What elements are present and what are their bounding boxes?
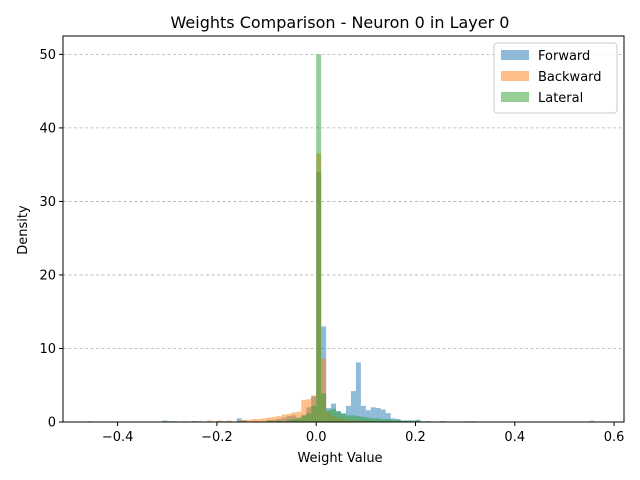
grid-lines [63, 53, 624, 349]
x-tick-label-2: 0.0 [306, 430, 327, 445]
bar-lateral-16 [331, 408, 337, 422]
x-tick-label-4: 0.4 [504, 430, 525, 445]
y-tick-label-5: 50 [39, 48, 56, 63]
bar-lateral-20 [350, 415, 356, 422]
bar-backward-3 [206, 420, 212, 422]
bar-backward-10 [256, 419, 262, 422]
bar-forward-25 [355, 362, 361, 422]
plot-area-frame [62, 35, 625, 423]
bar-backward-16 [286, 413, 292, 422]
bar-forward-28 [370, 407, 376, 422]
legend-swatch-lateral [501, 92, 529, 102]
y-tick-label-2: 20 [39, 268, 56, 283]
bar-lateral-32 [410, 420, 416, 422]
x-tick-label-1: −0.2 [201, 430, 233, 445]
bar-forward-29 [375, 408, 381, 422]
bar-backward-23 [321, 358, 327, 422]
bar-forward-27 [365, 410, 371, 422]
y-tick-label-3: 30 [39, 195, 56, 210]
series-lateral [87, 54, 471, 422]
bar-lateral-19 [345, 415, 351, 422]
bar-lateral-15 [326, 410, 332, 422]
bar-forward-26 [360, 405, 366, 422]
chart-title: Weights Comparison - Neuron 0 in Layer 0 [171, 13, 510, 32]
bar-lateral-5 [266, 420, 272, 422]
bar-backward-19 [301, 399, 307, 422]
bar-backward-8 [246, 419, 252, 422]
bar-forward-4 [236, 418, 242, 422]
bar-lateral-33 [415, 420, 421, 422]
axis-ticks: −0.4 −0.2 0.0 0.2 0.4 0.6 0 10 20 30 40 50 [39, 48, 624, 445]
legend-label-forward: Forward [538, 49, 590, 64]
bar-backward-20 [306, 399, 312, 422]
bar-lateral-6 [276, 420, 282, 422]
bar-forward-31 [385, 413, 391, 422]
bar-lateral-7 [286, 419, 292, 422]
bar-lateral-31 [405, 420, 411, 422]
bar-backward-7 [241, 419, 247, 422]
x-tick-label-3: 0.2 [405, 430, 426, 445]
bar-backward-36 [589, 420, 595, 422]
bar-lateral-18 [341, 413, 346, 422]
bar-lateral-10 [301, 416, 307, 422]
bar-lateral-24 [370, 418, 376, 422]
y-tick-label-4: 40 [39, 121, 56, 136]
x-tick-label-5: 0.6 [604, 430, 625, 445]
bar-lateral-17 [336, 411, 342, 422]
bar-lateral-11 [306, 413, 312, 422]
bar-backward-18 [296, 411, 302, 422]
bar-forward-23 [345, 405, 351, 422]
legend-label-backward: Backward [538, 70, 602, 85]
bar-lateral-13 [316, 54, 322, 422]
bar-forward-24 [350, 391, 356, 422]
bar-backward-9 [251, 419, 257, 422]
x-tick-label-0: −0.4 [102, 430, 134, 445]
bar-lateral-21 [355, 416, 361, 422]
bar-lateral-27 [385, 419, 391, 422]
bar-lateral-29 [395, 419, 401, 422]
bar-backward-17 [291, 412, 297, 422]
bar-forward-0 [162, 420, 168, 422]
bar-backward-13 [271, 416, 277, 422]
bar-lateral-9 [296, 418, 302, 422]
bar-lateral-23 [365, 417, 371, 422]
bar-lateral-22 [360, 416, 366, 422]
bar-backward-12 [266, 417, 272, 422]
bar-backward-11 [261, 418, 267, 422]
x-axis-label: Weight Value [297, 451, 382, 466]
bar-backward-15 [281, 414, 287, 422]
bar-backward-5 [226, 420, 232, 422]
bar-lateral-26 [380, 419, 386, 422]
legend-label-lateral: Lateral [538, 91, 583, 106]
bar-lateral-25 [375, 418, 381, 422]
y-axis-label: Density [16, 205, 31, 255]
bar-lateral-12 [311, 405, 317, 422]
y-tick-label-1: 10 [39, 342, 56, 357]
bar-lateral-28 [390, 419, 396, 422]
legend: Forward Backward Lateral [493, 42, 618, 114]
legend-swatch-forward [501, 50, 529, 60]
bar-forward-30 [380, 409, 386, 422]
bar-backward-14 [276, 416, 282, 422]
bar-lateral-30 [400, 420, 406, 422]
legend-swatch-backward [501, 71, 529, 81]
bar-backward-6 [236, 420, 242, 422]
y-tick-label-0: 0 [48, 416, 56, 431]
bar-lateral-14 [321, 393, 327, 422]
bar-lateral-8 [291, 419, 297, 422]
